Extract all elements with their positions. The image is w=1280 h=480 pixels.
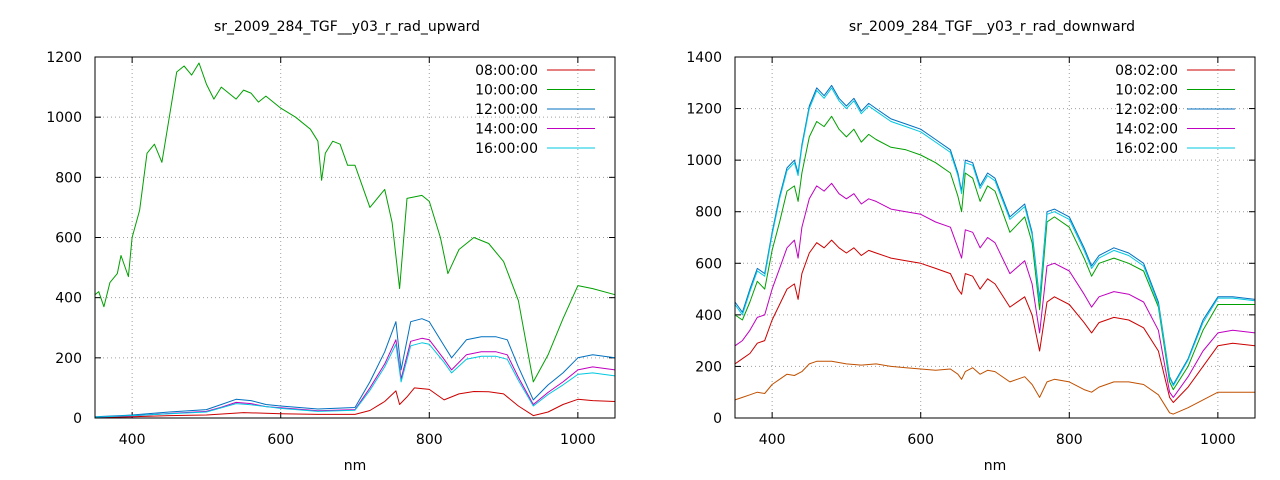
series-line <box>734 87 1256 387</box>
legend-label: 10:02:00 <box>1115 83 1178 99</box>
legend-label: 14:02:00 <box>1115 122 1178 138</box>
x-tick-label: 1000 <box>560 432 596 448</box>
plot-frame <box>734 56 1256 419</box>
y-tick-label: 1000 <box>46 110 82 126</box>
plot-frame <box>94 56 616 419</box>
legend-label: 14:00:00 <box>475 122 538 138</box>
series-line <box>734 239 1256 403</box>
series-line <box>734 84 1256 385</box>
chart-downward: sr_2009_284_TGF__y03_r_rad_downward 0 200 4… <box>686 19 1256 474</box>
x-tick-label: 400 <box>119 432 146 448</box>
x-tick-label: 600 <box>267 432 294 448</box>
y-tick-label: 200 <box>55 351 82 367</box>
series-line <box>94 342 616 418</box>
series-line <box>734 360 1255 415</box>
series-line <box>94 62 616 383</box>
series-line <box>94 387 616 418</box>
y-tick-label: 1200 <box>686 102 722 118</box>
chart-title: sr_2009_284_TGF__y03_r_rad_downward <box>849 19 1135 35</box>
y-tick-label: 800 <box>55 170 82 186</box>
y-tick-label: 800 <box>695 205 722 221</box>
x-tick-label: 400 <box>759 432 786 448</box>
chart-title: sr_2009_284_TGF__y03_r_rad_upward <box>214 19 480 35</box>
legend-label: 08:00:00 <box>475 63 538 79</box>
legend-label: 08:02:00 <box>1115 63 1178 79</box>
y-tick-label: 1000 <box>686 153 722 169</box>
x-tick-label: 600 <box>907 432 934 448</box>
y-tick-label: 600 <box>55 231 82 247</box>
y-tick-label: 400 <box>695 308 722 324</box>
y-tick-label: 400 <box>55 291 82 307</box>
legend-label: 16:00:00 <box>475 141 538 157</box>
x-tick-label: 800 <box>416 432 443 448</box>
x-tick-label: 800 <box>1056 432 1083 448</box>
y-tick-label: 1400 <box>686 50 722 66</box>
series-line <box>94 318 616 418</box>
legend-label: 16:02:00 <box>1115 141 1178 157</box>
legend-label: 10:00:00 <box>475 83 538 99</box>
y-tick-label: 0 <box>713 411 722 427</box>
x-tick-label: 1000 <box>1200 432 1236 448</box>
y-tick-label: 1200 <box>46 50 82 66</box>
y-tick-label: 0 <box>73 411 82 427</box>
legend-label: 12:02:00 <box>1115 102 1178 118</box>
x-axis-label: nm <box>984 458 1007 474</box>
series-line <box>734 115 1255 391</box>
y-tick-label: 600 <box>695 256 722 272</box>
series-line <box>734 182 1256 398</box>
y-tick-label: 200 <box>695 359 722 375</box>
series-line <box>94 337 616 418</box>
chart-upward: sr_2009_284_TGF__y03_r_rad_upward 0 200 400… <box>46 19 616 474</box>
legend-label: 12:00:00 <box>475 102 538 118</box>
x-axis-label: nm <box>344 458 367 474</box>
